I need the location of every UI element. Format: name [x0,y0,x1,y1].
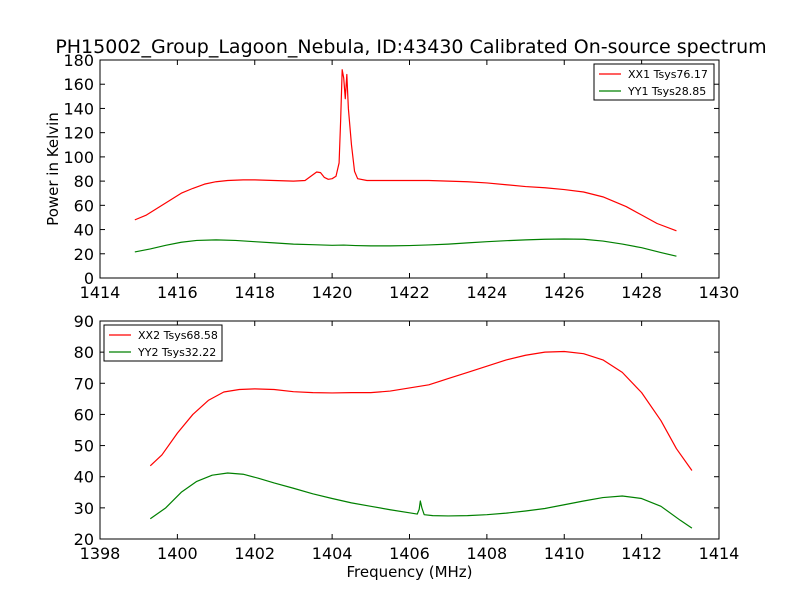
x-tick-label: 1418 [234,283,275,302]
y-tick-label: 0 [84,269,94,288]
figure-title: PH15002_Group_Lagoon_Nebula, ID:43430 Ca… [55,36,766,58]
y-tick-label: 100 [63,148,94,167]
x-tick-label: 1430 [699,283,740,302]
bottom-spectrum-chart: 1398 1400 1402 1404 1406 1408 1410 1412 1414 20 30… [74,312,740,581]
y-tick-label: 160 [63,75,94,94]
x-tick-label: 1414 [80,283,121,302]
top-spectrum-chart: 1414 1416 1418 1420 1422 1424 1426 1428 1430 0 20 4… [44,51,739,302]
y-tick-label: 80 [74,343,94,362]
x-tick-label: 1408 [467,544,508,563]
legend-box [593,63,715,101]
x-tick-label: 1406 [389,544,430,563]
x-tick-label: 1410 [544,544,585,563]
y-tick-label: 20 [74,245,94,264]
legend-box [103,324,223,362]
series-line-1 [134,69,677,232]
x-tick-label: 1426 [544,283,585,302]
y-tick-label: 40 [74,221,94,240]
legend-entry-label: XX2 Tsys68.58 [138,329,218,342]
x-tick-label: 1420 [312,283,353,302]
y-tick-label: 40 [74,468,94,487]
legend-entry-label: YY2 Tsys32.22 [137,346,216,359]
y-tick-label: 140 [63,99,94,118]
x-tick-label: 1428 [621,283,662,302]
series-line-2 [149,472,693,529]
y-tick-label: 180 [63,51,94,70]
y-tick-label: 90 [74,312,94,331]
x-tick-label: 1402 [234,544,275,563]
x-tick-label: 1398 [80,544,121,563]
x-tick-label: 1404 [312,544,353,563]
y-tick-label: 80 [74,172,94,191]
y-axis-label: Power in Kelvin [44,112,62,226]
y-tick-label: 60 [74,196,94,215]
series-line-2 [134,238,677,257]
x-axis-label: Frequency (MHz) [346,563,472,581]
x-tick-label: 1400 [157,544,198,563]
x-tick-label: 1416 [157,283,198,302]
y-tick-label: 50 [74,437,94,456]
legend-entry-label: YY1 Tsys28.85 [627,85,706,98]
legend: XX1 Tsys76.17 YY1 Tsys28.85 [593,63,715,101]
x-tick-label: 1424 [467,283,508,302]
y-tick-label: 70 [74,374,94,393]
legend-entry-label: XX1 Tsys76.17 [628,68,708,81]
x-tick-label: 1412 [621,544,662,563]
x-tick-label: 1414 [699,544,740,563]
series-line-1 [149,350,693,471]
y-tick-label: 60 [74,405,94,424]
legend: XX2 Tsys68.58 YY2 Tsys32.22 [103,324,223,362]
x-tick-label: 1422 [389,283,430,302]
y-tick-label: 30 [74,499,94,518]
y-tick-label: 120 [63,124,94,143]
y-tick-label: 20 [74,530,94,549]
